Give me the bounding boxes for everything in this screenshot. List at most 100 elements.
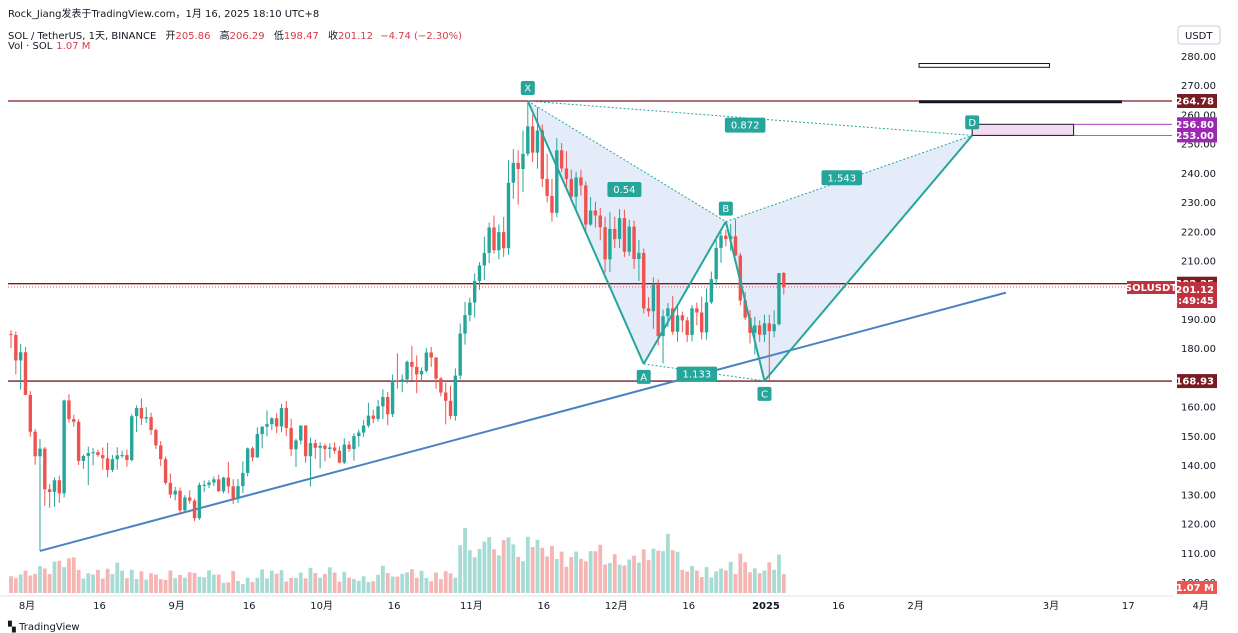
volume-bar bbox=[96, 569, 100, 593]
volume-bar bbox=[385, 573, 390, 593]
candle-body bbox=[646, 308, 651, 312]
volume-bar bbox=[622, 565, 627, 593]
drawing-box bbox=[918, 63, 1050, 68]
volume-bar bbox=[342, 571, 347, 593]
volume-bar bbox=[289, 577, 294, 593]
price-tag-bg bbox=[1177, 117, 1217, 132]
candle-body bbox=[477, 265, 482, 281]
horizontal-levels[interactable] bbox=[8, 63, 1172, 382]
time-tick-label: 4月 bbox=[1193, 600, 1209, 612]
volume-bar bbox=[690, 566, 694, 593]
pattern-point-label: D bbox=[968, 118, 976, 129]
volume-bar bbox=[492, 549, 496, 593]
candle-body bbox=[690, 308, 694, 335]
candle-body bbox=[96, 452, 100, 456]
price-tick-label: 130.00 bbox=[1181, 490, 1216, 501]
volume-bar bbox=[240, 584, 245, 593]
ratio-label: 0.872 bbox=[731, 121, 760, 132]
candle-body bbox=[313, 443, 317, 448]
volume-bar bbox=[409, 569, 414, 593]
volume-bar bbox=[579, 558, 583, 593]
candle-body bbox=[550, 195, 554, 213]
volume-bar bbox=[318, 577, 323, 593]
candle-body bbox=[381, 396, 385, 407]
candle-body bbox=[279, 408, 284, 427]
candle-body bbox=[400, 379, 404, 382]
volume-bar bbox=[656, 550, 661, 593]
ratio-badge bbox=[821, 170, 863, 186]
candle-body bbox=[376, 406, 380, 419]
volume-bar bbox=[772, 569, 777, 593]
volume-bar bbox=[506, 537, 511, 593]
volume-bar bbox=[86, 573, 91, 593]
candle-body bbox=[444, 392, 448, 401]
harmonic-pattern[interactable]: X A B C D 0.872 0.54 1.543 1.133 bbox=[520, 80, 980, 401]
volume-bar bbox=[376, 574, 380, 593]
symbol-name[interactable]: SOL / TetherUS, 1天, BINANCE bbox=[8, 31, 157, 42]
candle-body bbox=[415, 366, 419, 375]
candle-body bbox=[366, 415, 371, 426]
candle-body bbox=[545, 178, 549, 196]
volume-bar bbox=[496, 555, 501, 593]
candle-body bbox=[159, 445, 163, 460]
candle-body bbox=[613, 228, 617, 240]
ratio-badge bbox=[607, 181, 642, 197]
volume-bar bbox=[680, 569, 685, 593]
volume-bar bbox=[202, 577, 207, 593]
candle-body bbox=[559, 150, 564, 169]
candle-body bbox=[511, 162, 516, 183]
volume-bar bbox=[777, 554, 781, 593]
pattern-ratio: 1.133 bbox=[676, 366, 718, 382]
ratio-badge bbox=[676, 366, 718, 382]
candle-body bbox=[323, 445, 327, 449]
volume-bar bbox=[511, 544, 516, 593]
volume-bar bbox=[670, 550, 675, 593]
candle-body bbox=[497, 232, 501, 251]
price-tick-label: 150.00 bbox=[1181, 432, 1216, 443]
volume-bar bbox=[38, 566, 42, 593]
candle-body bbox=[719, 235, 723, 248]
volume-bar bbox=[67, 558, 71, 593]
candle-body bbox=[43, 448, 47, 490]
candle-body bbox=[265, 424, 269, 427]
volume-bar bbox=[187, 572, 192, 593]
volume-bar bbox=[738, 553, 743, 593]
volume-bar bbox=[458, 545, 463, 593]
candle-body bbox=[197, 484, 202, 519]
candle-body bbox=[593, 210, 598, 216]
volume-bar bbox=[192, 572, 197, 593]
volume-bar bbox=[139, 571, 144, 593]
time-axis[interactable]: 8月 16 9月 16 10月 16 11月 16 12月 16 2025 16 2月 3月 17 4月 bbox=[0, 595, 1209, 612]
volume-bar bbox=[521, 561, 525, 593]
volume-bar bbox=[308, 567, 313, 593]
candle-body bbox=[202, 484, 206, 486]
candle-body bbox=[733, 236, 738, 256]
candle-body bbox=[569, 178, 573, 197]
candle-body bbox=[81, 455, 86, 461]
candle-body bbox=[255, 434, 260, 458]
pattern-ratio: 1.543 bbox=[821, 170, 863, 186]
candle-body bbox=[308, 443, 313, 457]
volume-tag-bg bbox=[1177, 581, 1217, 594]
volume-bar bbox=[134, 579, 139, 593]
volume-bar bbox=[714, 571, 719, 593]
price-tick-label: 120.00 bbox=[1181, 520, 1216, 531]
volume-bar bbox=[694, 570, 699, 593]
target-zone-box bbox=[971, 123, 1075, 136]
candle-body bbox=[516, 162, 520, 170]
price-axis[interactable]: USDT100.00110.00120.00130.00140.00150.00… bbox=[1125, 0, 1238, 600]
trendline[interactable] bbox=[39, 291, 1007, 552]
candle-body bbox=[762, 323, 767, 335]
volume-bar bbox=[332, 572, 337, 593]
candle-body bbox=[188, 497, 192, 501]
candle-body bbox=[439, 378, 443, 393]
candle-body bbox=[482, 252, 487, 266]
chart-header-title: Rock_Jiang发表于TradingView.com，1月 16, 2025… bbox=[8, 9, 320, 20]
candle-body bbox=[18, 352, 23, 361]
volume-bar bbox=[100, 578, 105, 593]
volume-label[interactable]: Vol · SOL bbox=[8, 41, 53, 52]
volume-bar bbox=[632, 555, 636, 593]
volume-bar bbox=[260, 569, 265, 593]
candle-body bbox=[709, 279, 714, 303]
